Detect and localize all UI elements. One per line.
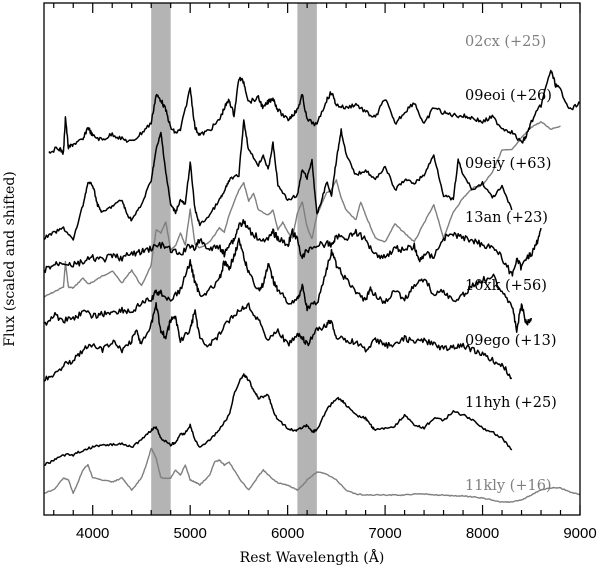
series-label: 10xk (+56)	[465, 278, 547, 294]
spectrum-13an	[43, 219, 542, 277]
x-tick-labels: 4000 5000 6000 7000 8000 9000	[76, 525, 597, 542]
spectrum-09ego	[43, 302, 513, 382]
series-labels: 02cx (+25) 09eoi (+26) 09eiy (+63) 13an (+2…	[465, 34, 557, 494]
series-label: 11kly (+16)	[465, 478, 552, 494]
x-tick-label: 6000	[271, 525, 304, 542]
series-label: 09ego (+13)	[465, 333, 557, 349]
spectrum-09eoi	[48, 69, 581, 155]
series-label: 09eoi (+26)	[465, 88, 552, 104]
shaded-band-1	[297, 3, 317, 515]
series-label: 13an (+23)	[465, 210, 548, 226]
shaded-band-0	[151, 3, 171, 515]
spectrum-11hyh	[43, 373, 513, 466]
x-tick-label: 7000	[368, 525, 401, 542]
spectrum-11kly	[43, 447, 581, 503]
x-axis-title: Rest Wavelength (Å)	[240, 548, 385, 566]
series-label: 02cx (+25)	[465, 34, 546, 50]
spectrum-09eiy	[43, 119, 513, 241]
spectrum-10xk	[43, 237, 533, 333]
y-axis-title: Flux (scaled and shifted)	[2, 171, 18, 347]
spectra-series	[43, 69, 581, 503]
x-tick-label: 5000	[173, 525, 206, 542]
axis-ticks	[53, 3, 581, 515]
x-tick-label: 9000	[563, 525, 596, 542]
series-label: 09eiy (+63)	[465, 156, 551, 172]
x-tick-label: 8000	[466, 525, 499, 542]
series-label: 11hyh (+25)	[465, 395, 557, 411]
shaded-bands	[151, 3, 317, 515]
plot-frame	[43, 2, 581, 516]
x-tick-label: 4000	[76, 525, 109, 542]
